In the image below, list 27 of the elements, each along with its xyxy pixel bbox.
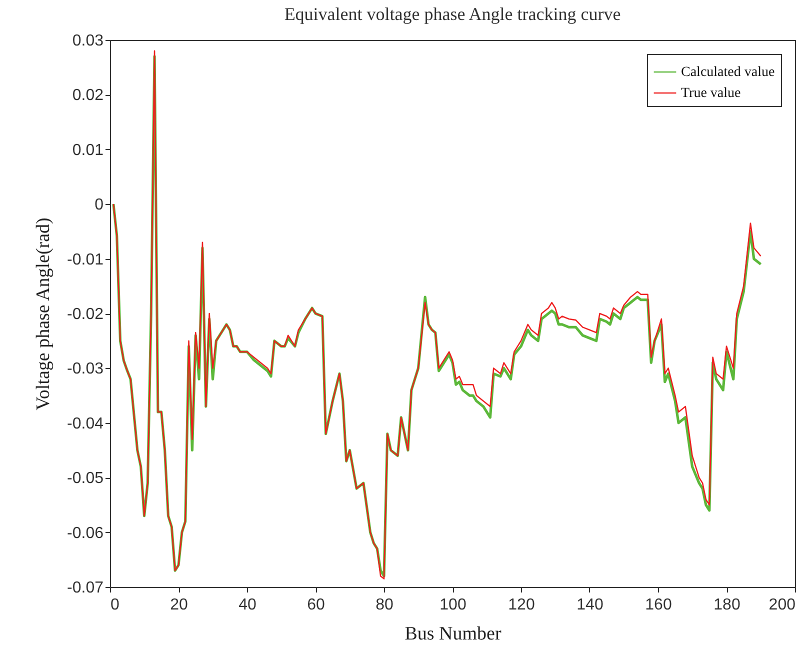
y-tick-label: -0.04 (67, 415, 104, 432)
x-tick-label: 120 (508, 596, 535, 614)
chart-title: Equivalent voltage phase Angle tracking curve (284, 4, 621, 24)
y-tick-label: -0.01 (67, 251, 104, 268)
y-tick-label: -0.02 (67, 306, 104, 323)
y-tick-label: -0.06 (67, 524, 104, 542)
legend-label: Calculated value (681, 65, 775, 80)
x-tick-label: 80 (376, 596, 394, 614)
x-tick-label: 140 (576, 596, 604, 614)
y-tick-label: -0.07 (67, 580, 104, 596)
x-tick-label: 100 (440, 596, 466, 614)
x-tick-label: 200 (768, 596, 796, 614)
x-tick-label: 20 (170, 596, 188, 614)
y-tick-label: -0.03 (67, 360, 104, 378)
x-tick-label: 160 (645, 596, 672, 614)
y-tick-label: 0 (94, 196, 104, 214)
x-tick-label: 180 (714, 596, 740, 614)
y-tick-label: 0.03 (72, 32, 104, 50)
y-tick-label: 0.01 (72, 142, 104, 159)
x-tick-label: 60 (307, 596, 325, 614)
x-tick-label: 0 (110, 596, 120, 614)
y-tick-label: -0.05 (67, 470, 104, 488)
y-tick-label: 0.02 (72, 87, 104, 104)
legend-label: True value (681, 86, 741, 101)
y-axis-title: Voltage phase Angle(rad) (33, 218, 54, 410)
x-tick-label: 40 (238, 596, 256, 614)
x-axis-title: Bus Number (404, 624, 502, 644)
